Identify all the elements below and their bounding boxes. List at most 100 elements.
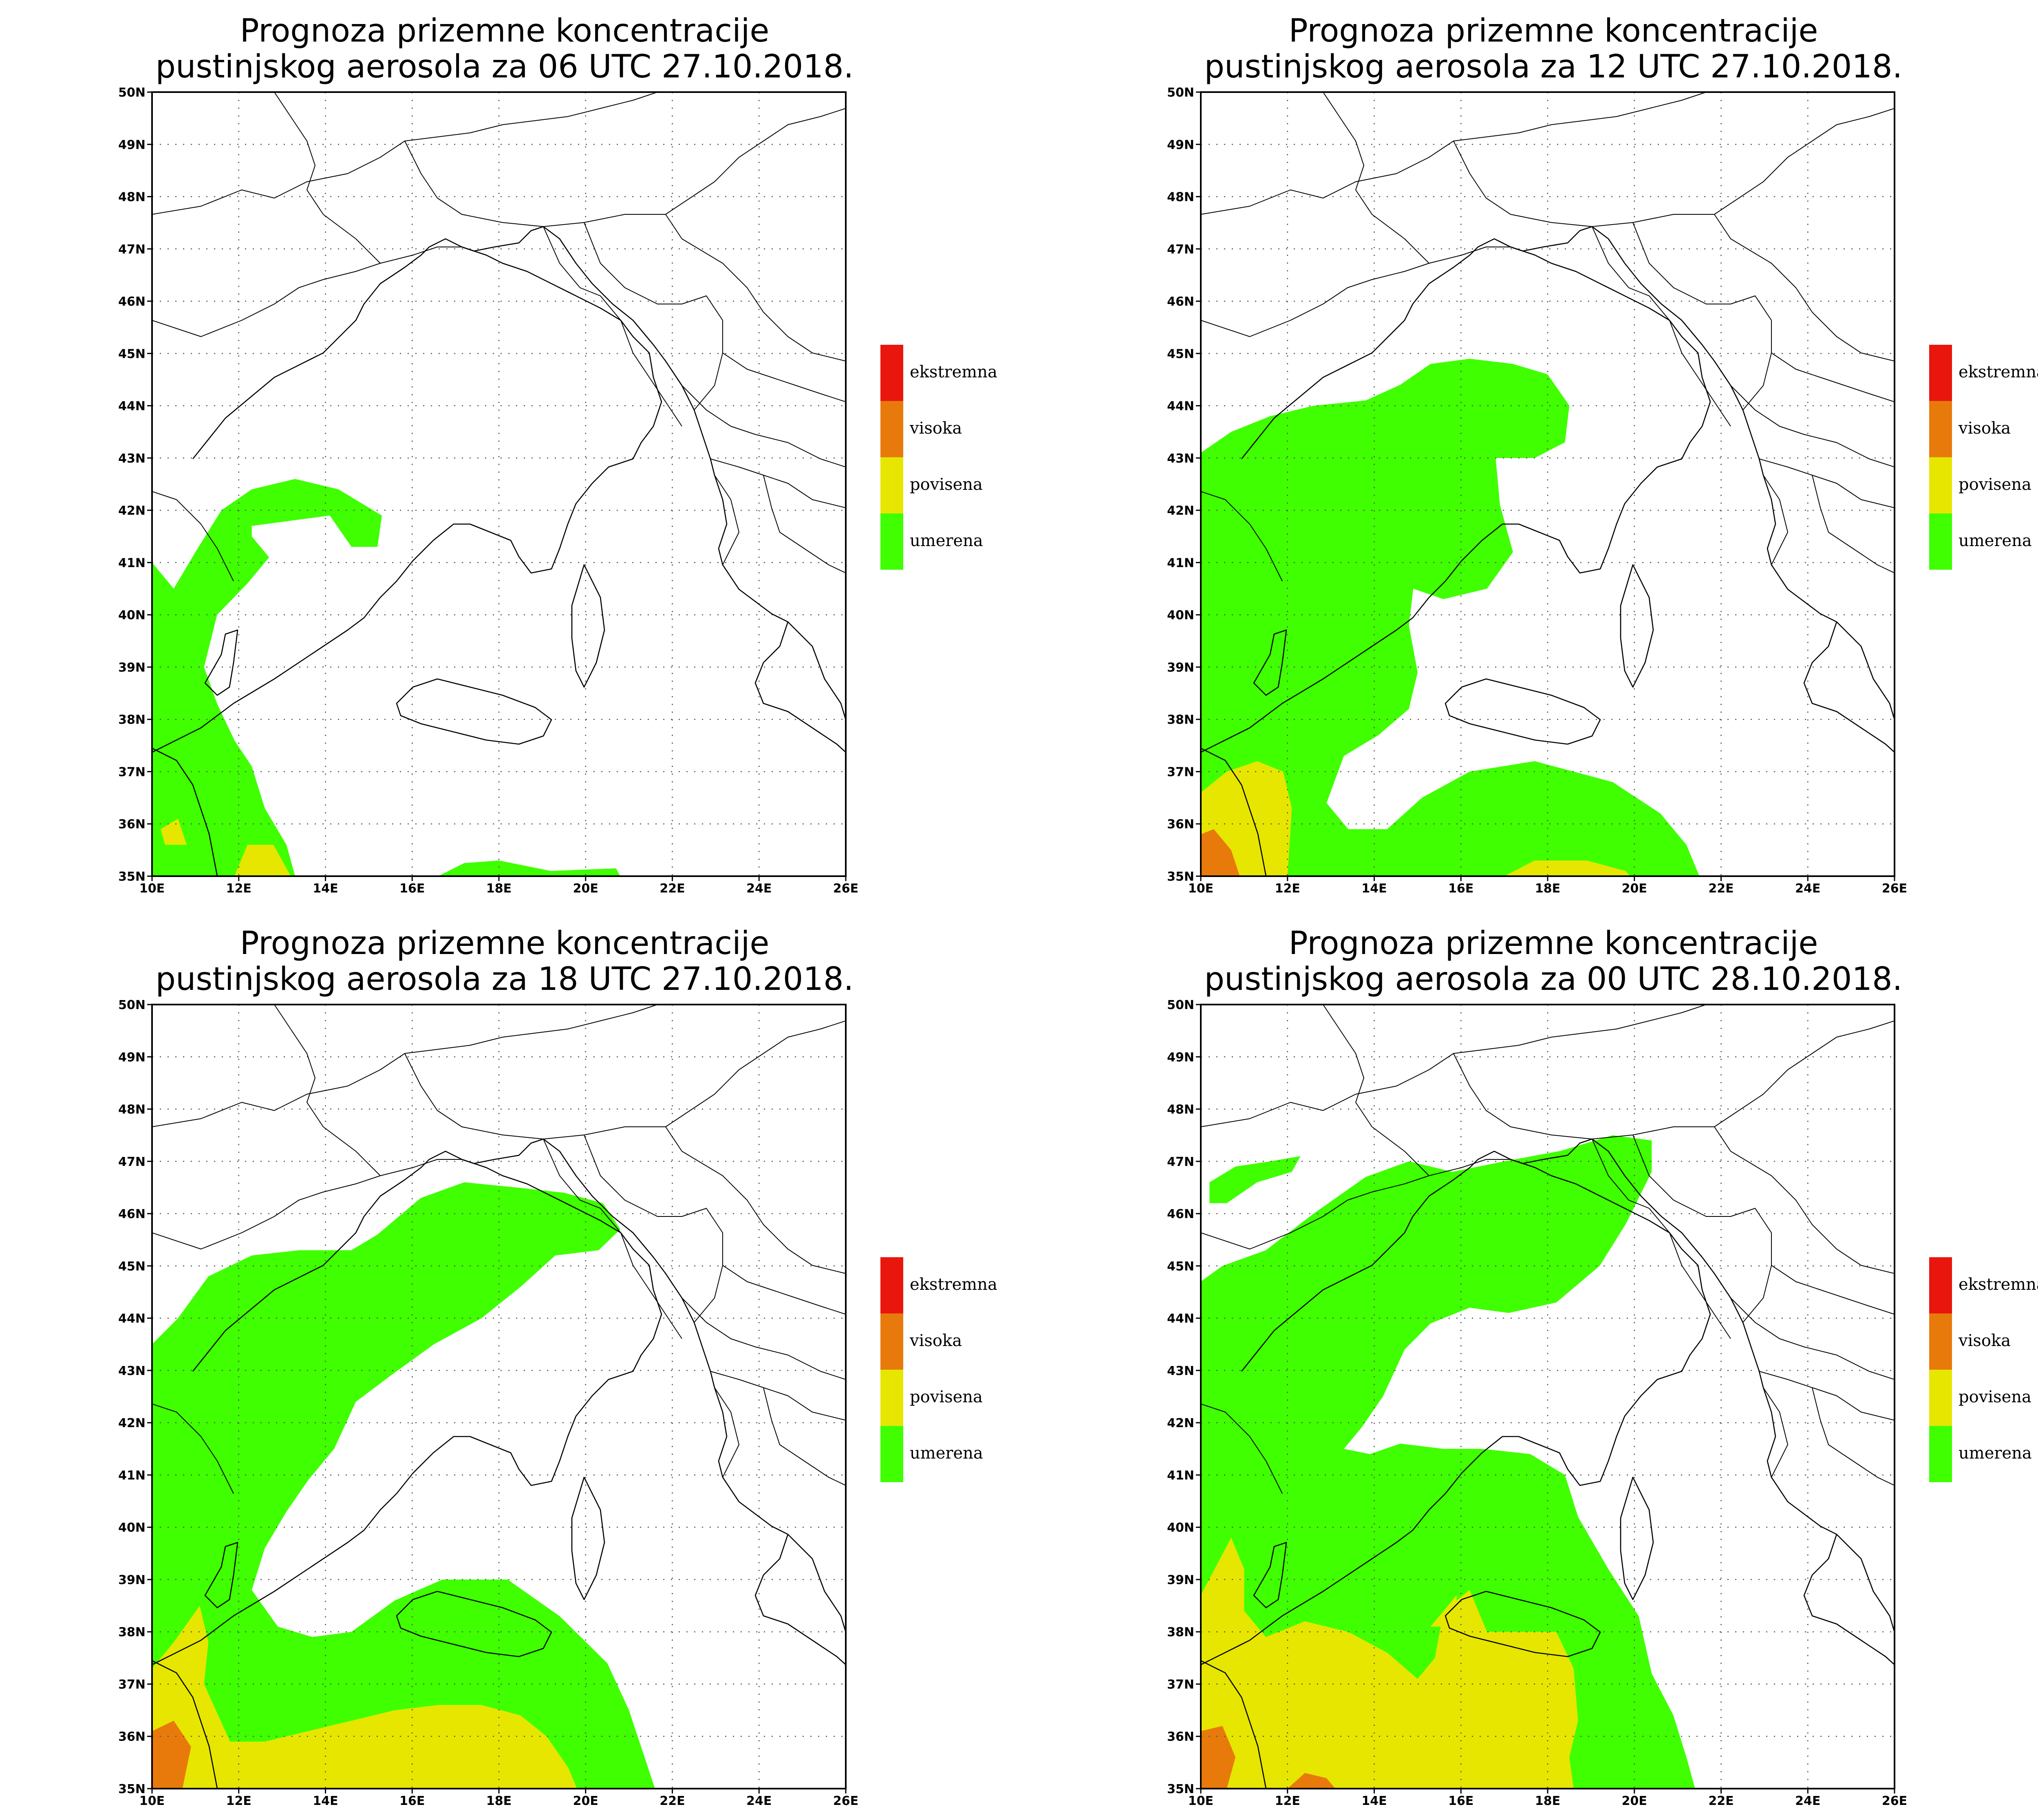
lat-tick-label: 41N: [118, 1468, 146, 1483]
lat-tick-label: 39N: [118, 661, 146, 675]
lat-tick-label: 46N: [1167, 295, 1194, 309]
lat-tick-label: 39N: [1167, 661, 1194, 675]
lon-tick-label: 18E: [1535, 1794, 1560, 1808]
dust-zone-umerena: [152, 1182, 655, 1789]
legend-swatch-visoka: [1929, 401, 1952, 457]
forecast-panel-4: Prognoza prizemne koncentracijepustinjsk…: [1167, 925, 2038, 1808]
legend-swatch-umerena: [880, 1426, 903, 1482]
legend-swatch-povisena: [880, 1370, 903, 1426]
panel-title-line2: pustinjskog aerosola za 18 UTC 27.10.201…: [156, 961, 854, 998]
lat-tick-label: 45N: [118, 347, 146, 361]
lon-tick-label: 20E: [573, 881, 598, 896]
panel-title-line1: Prognoza prizemne koncentracije: [240, 13, 770, 49]
lat-tick-label: 43N: [1167, 1364, 1194, 1378]
lat-tick-label: 47N: [1167, 1155, 1194, 1169]
lat-tick-label: 38N: [1167, 1625, 1194, 1639]
lon-tick-label: 20E: [1622, 1794, 1647, 1808]
legend-label-visoka: visoka: [909, 1331, 962, 1350]
lat-tick-label: 35N: [1167, 870, 1194, 884]
forecast-panel-3: Prognoza prizemne koncentracijepustinjsk…: [118, 925, 997, 1808]
lon-tick-label: 12E: [226, 1794, 251, 1808]
dust-zone-umerena: [438, 860, 620, 876]
legend-swatch-ekstremna: [1929, 345, 1952, 401]
dust-zone-povisena: [1201, 1538, 1578, 1789]
legend-swatch-umerena: [880, 513, 903, 570]
lat-tick-label: 41N: [1167, 556, 1194, 570]
dust-zone-povisena: [161, 818, 187, 845]
lat-tick-label: 49N: [118, 1050, 146, 1064]
lat-tick-label: 42N: [118, 504, 146, 518]
map-area: 35N 36N 37N 38N 39N 40N 41N 42N 43N 44N 45N 46N 47N 4…: [1167, 86, 1907, 896]
legend-label-povisena: povisena: [910, 1388, 983, 1406]
lat-tick-label: 46N: [118, 295, 146, 309]
lat-tick-label: 50N: [118, 998, 146, 1012]
lat-tick-label: 40N: [1167, 1521, 1194, 1535]
lat-tick-label: 36N: [118, 1730, 146, 1744]
lat-tick-label: 35N: [1167, 1782, 1194, 1796]
lon-tick-label: 18E: [486, 1794, 512, 1808]
dust-zone-povisena: [1201, 761, 1630, 876]
legend-label-povisena: povisena: [1959, 1388, 2031, 1406]
legend-swatch-umerena: [1929, 1426, 1952, 1482]
lat-tick-label: 37N: [1167, 1677, 1194, 1692]
dust-zone-visoka: [1201, 829, 1240, 876]
lon-tick-label: 16E: [399, 881, 425, 896]
lat-tick-label: 47N: [118, 1155, 146, 1169]
lat-tick-label: 35N: [118, 870, 146, 884]
lat-tick-label: 49N: [1167, 138, 1194, 152]
lat-tick-label: 40N: [118, 608, 146, 623]
lon-tick-label: 22E: [659, 881, 685, 896]
legend-label-ekstremna: ekstremna: [1959, 363, 2038, 381]
lat-tick-label: 50N: [1167, 86, 1194, 100]
dust-zone-povisena: [234, 845, 291, 876]
lon-tick-label: 14E: [1361, 881, 1387, 896]
lat-tick-label: 49N: [118, 138, 146, 152]
lat-tick-label: 44N: [1167, 1312, 1194, 1326]
lon-tick-label: 22E: [1708, 881, 1734, 896]
legend-label-ekstremna: ekstremna: [910, 1275, 997, 1294]
panel-title-line2: pustinjskog aerosola za 06 UTC 27.10.201…: [156, 48, 854, 85]
panel-title-line1: Prognoza prizemne koncentracije: [1289, 13, 1818, 49]
legend-swatch-visoka: [880, 1313, 903, 1370]
legend-swatch-povisena: [1929, 1370, 1952, 1426]
forecast-panel-2: Prognoza prizemne koncentracijepustinjsk…: [1167, 13, 2038, 896]
legend-swatch-ekstremna: [1929, 1257, 1952, 1313]
lat-tick-label: 39N: [118, 1573, 146, 1587]
map-area: 35N 36N 37N 38N 39N 40N 41N 42N 43N 44N 45N 46N 47N 4…: [118, 998, 858, 1808]
legend-label-umerena: umerena: [910, 1444, 983, 1463]
lat-tick-label: 39N: [1167, 1573, 1194, 1587]
lon-tick-label: 22E: [1708, 1794, 1734, 1808]
lat-tick-label: 41N: [1167, 1468, 1194, 1483]
lat-tick-label: 36N: [1167, 817, 1194, 832]
dust-zone-visoka: [1201, 1726, 1236, 1789]
lon-tick-label: 22E: [659, 1794, 685, 1808]
legend: ekstremna visoka povisena umerena: [880, 345, 997, 570]
lon-tick-label: 10E: [139, 881, 165, 896]
lon-tick-label: 10E: [139, 1794, 165, 1808]
legend: ekstremna visoka povisena umerena: [880, 1257, 997, 1482]
lat-tick-label: 43N: [1167, 452, 1194, 466]
lat-tick-label: 47N: [1167, 242, 1194, 257]
legend-swatch-visoka: [1929, 1313, 1952, 1370]
lon-tick-label: 16E: [1448, 881, 1473, 896]
lat-tick-label: 48N: [118, 190, 146, 205]
legend-label-visoka: visoka: [909, 419, 962, 438]
legend-swatch-visoka: [880, 401, 903, 457]
lat-tick-label: 49N: [1167, 1050, 1194, 1064]
lat-tick-label: 38N: [1167, 713, 1194, 727]
lat-tick-label: 44N: [118, 399, 146, 414]
map-area: 35N 36N 37N 38N 39N 40N 41N 42N 43N 44N 45N 46N 47N 4…: [1167, 998, 1907, 1808]
legend-swatch-ekstremna: [880, 1257, 903, 1313]
lon-tick-label: 12E: [1275, 1794, 1300, 1808]
lat-tick-label: 43N: [118, 452, 146, 466]
dust-zone-povisena: [1430, 1595, 1457, 1627]
legend-label-umerena: umerena: [1959, 531, 2032, 550]
lat-tick-label: 38N: [118, 713, 146, 727]
legend-label-ekstremna: ekstremna: [1959, 1275, 2038, 1294]
legend-label-umerena: umerena: [1959, 1444, 2032, 1463]
lon-tick-label: 24E: [1795, 1794, 1820, 1808]
lat-tick-label: 47N: [118, 242, 146, 257]
panel-title-line1: Prognoza prizemne koncentracije: [240, 925, 770, 962]
lon-tick-label: 18E: [486, 881, 512, 896]
legend-swatch-povisena: [1929, 457, 1952, 513]
